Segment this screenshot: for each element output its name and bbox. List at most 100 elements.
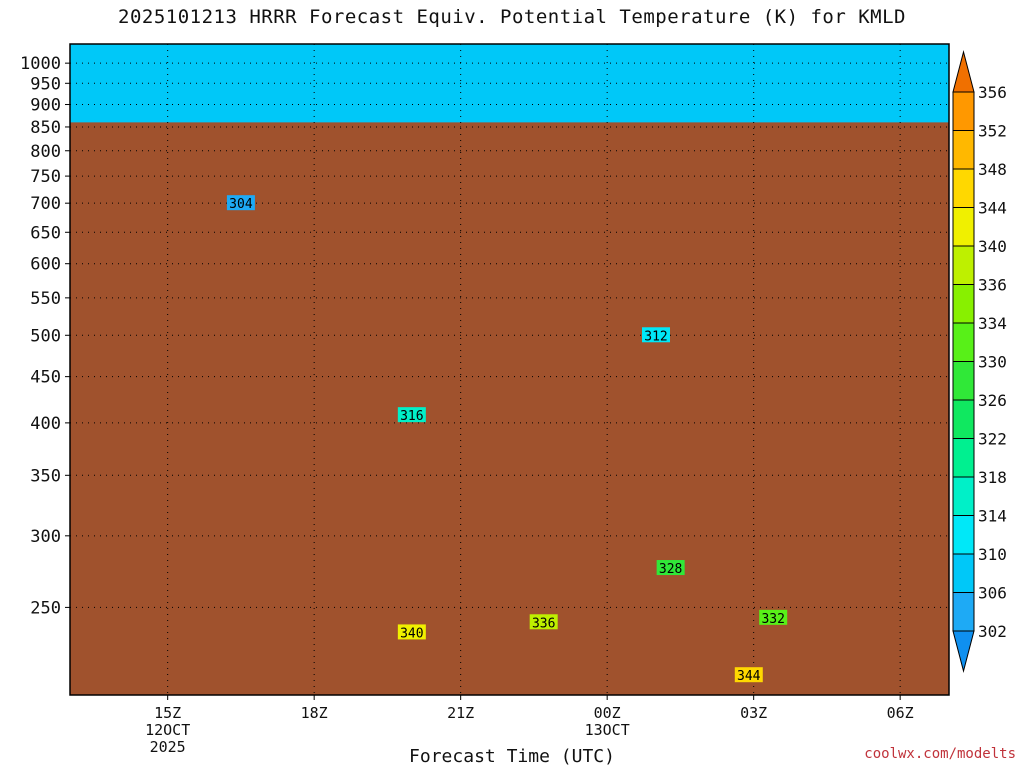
- heat-cell: [143, 65, 157, 78]
- heat-cell: [277, 54, 291, 67]
- heat-cell: [82, 87, 96, 99]
- heat-cell: [497, 109, 511, 121]
- heat-cell: [399, 76, 413, 88]
- heat-cell: [411, 109, 425, 121]
- heat-cell: [924, 54, 938, 67]
- heat-cell: [94, 87, 108, 99]
- heat-cell: [448, 54, 462, 67]
- heat-cell: [460, 109, 474, 121]
- heat-cell: [436, 98, 450, 110]
- heat-cell: [460, 87, 474, 99]
- heat-cell: [936, 65, 949, 78]
- heat-cell: [448, 98, 462, 110]
- heat-cell: [106, 65, 120, 78]
- x-tick-year: 2025: [150, 738, 186, 756]
- heat-cell: [301, 98, 315, 110]
- heat-cell: [509, 109, 523, 121]
- heat-cell: [301, 54, 315, 67]
- heat-cell: [167, 44, 181, 56]
- heat-cell: [656, 109, 669, 121]
- contour-labels: 340 344 336 332 328 316 312 304: [226, 195, 788, 684]
- heat-cell: [533, 54, 547, 67]
- colorbar: 302 306 310 314 318 322 326 330 334 336 340 344 348 3…: [952, 50, 1007, 673]
- heat-cell: [326, 44, 340, 56]
- heat-cell: [656, 98, 669, 110]
- colorbar-band: [952, 553, 975, 593]
- heat-cell: [143, 87, 157, 99]
- heat-cell: [338, 76, 352, 88]
- heat-cell: [912, 109, 926, 121]
- heat-cell: [668, 87, 682, 99]
- heat-cell: [448, 65, 462, 78]
- heat-cell: [717, 44, 730, 56]
- heat-cell: [192, 109, 205, 121]
- heat-cell: [228, 98, 242, 110]
- y-tick-label: 450: [30, 368, 61, 388]
- heat-cell: [301, 44, 315, 56]
- contour-label: 312: [644, 329, 667, 344]
- heat-cell: [643, 87, 657, 99]
- heat-cell: [472, 76, 486, 88]
- heat-cell: [680, 87, 694, 99]
- heat-cell: [765, 54, 779, 67]
- heat-cell: [802, 76, 816, 88]
- heat-cell: [887, 98, 901, 110]
- heat-cell: [314, 109, 327, 121]
- heat-cell: [314, 44, 327, 56]
- heat-cell: [460, 65, 474, 78]
- heat-cell: [350, 109, 364, 121]
- heat-cell: [814, 44, 828, 56]
- heat-cell: [765, 65, 779, 78]
- heat-cell: [729, 44, 743, 56]
- heat-cell: [363, 87, 376, 99]
- heat-cell: [289, 87, 303, 99]
- heat-cell: [814, 54, 828, 67]
- heat-cell: [900, 65, 913, 78]
- heat-cell: [338, 44, 352, 56]
- heat-cell: [387, 76, 401, 88]
- heat-cell: [668, 44, 682, 56]
- colorbar-label: 318: [978, 468, 1007, 487]
- heat-cell: [301, 76, 315, 88]
- heat-cell: [582, 98, 596, 110]
- x-tick-label: 06Z: [887, 704, 914, 722]
- heat-cell: [887, 76, 901, 88]
- heat-cell: [509, 76, 523, 88]
- heat-cell: [570, 44, 584, 56]
- heat-cell: [228, 44, 242, 56]
- heat-cell: [814, 76, 828, 88]
- heat-cell: [924, 76, 938, 88]
- heat-cell: [179, 109, 193, 121]
- heat-cell: [582, 65, 596, 78]
- heat-cell: [289, 65, 303, 78]
- contour-label-bg: [734, 667, 763, 683]
- heat-cell: [729, 76, 743, 88]
- heat-cell: [570, 98, 584, 110]
- heat-cell: [826, 44, 840, 56]
- heat-cell: [704, 98, 718, 110]
- heat-cell: [240, 98, 254, 110]
- heat-cell: [741, 87, 755, 99]
- heat-cell: [765, 109, 779, 121]
- heat-cell: [82, 98, 96, 110]
- heat-cell: [778, 54, 791, 67]
- heat-cell: [887, 65, 901, 78]
- heat-cell: [289, 98, 303, 110]
- heat-cell: [387, 44, 401, 56]
- heat-cell: [436, 109, 450, 121]
- heat-cell: [179, 87, 193, 99]
- y-tick-label: 750: [30, 167, 61, 187]
- heat-cell: [900, 54, 913, 67]
- heat-cell: [533, 109, 547, 121]
- heat-cell: [814, 87, 828, 99]
- heat-cell: [350, 65, 364, 78]
- heat-cell: [387, 87, 401, 99]
- heat-cell: [411, 65, 425, 78]
- heat-cell: [204, 76, 218, 88]
- heat-cell: [619, 87, 633, 99]
- heat-cell: [619, 65, 633, 78]
- heat-cell: [277, 98, 291, 110]
- heat-cell: [277, 44, 291, 56]
- heat-cell: [741, 65, 755, 78]
- heat-cell: [143, 54, 157, 67]
